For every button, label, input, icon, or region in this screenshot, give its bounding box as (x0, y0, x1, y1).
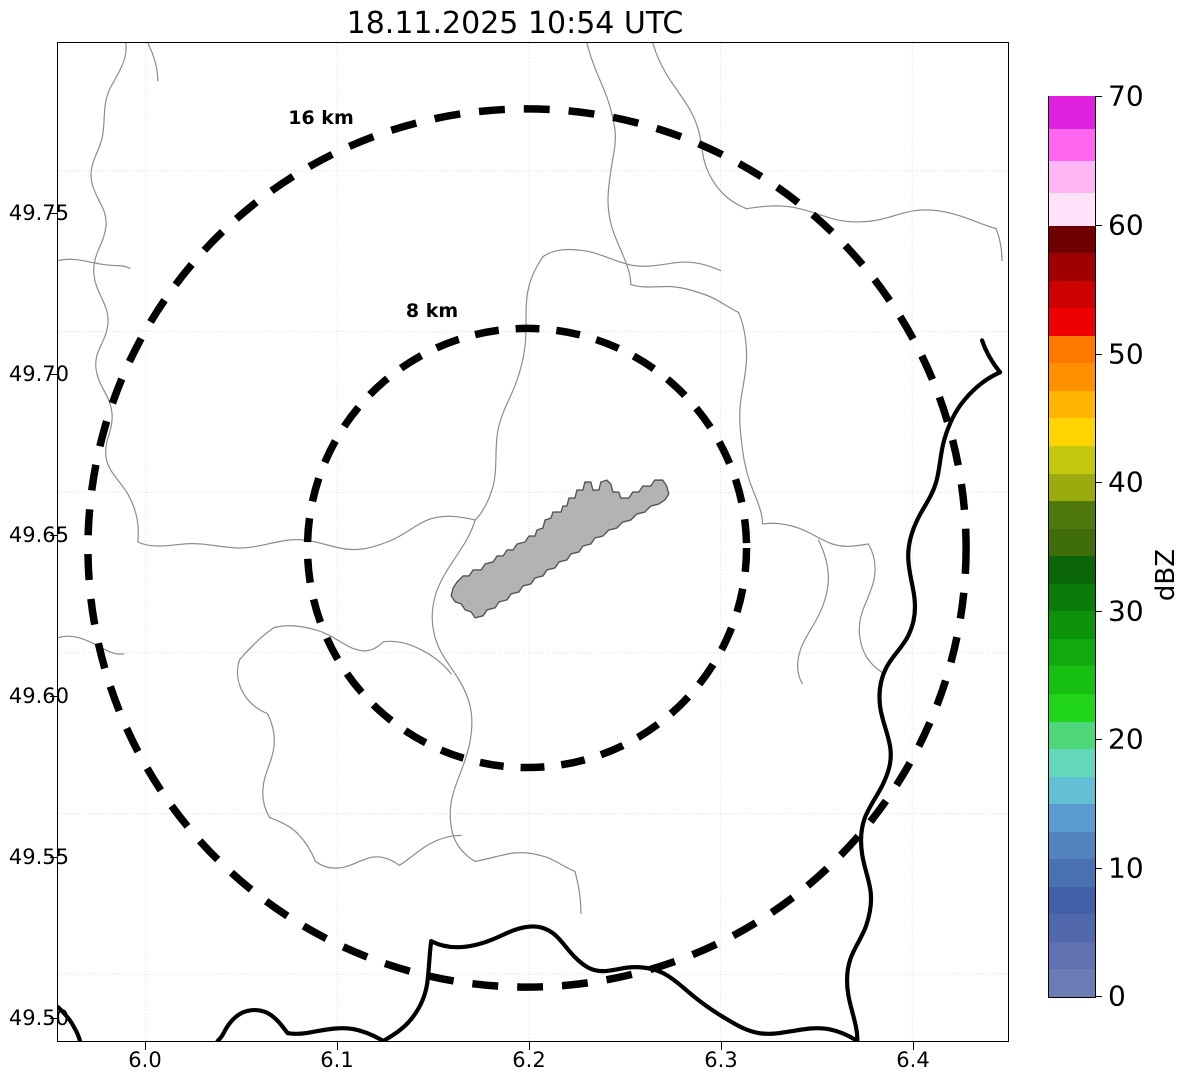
ytick-mark-49-75 (50, 213, 58, 215)
colorbar-tick-mark-70 (1095, 96, 1102, 98)
colorbar-band (1049, 831, 1095, 860)
colorbar-band (1049, 638, 1095, 667)
colorbar-band (1049, 886, 1095, 915)
colorbar-tick-label-10: 10 (1108, 851, 1144, 885)
colorbar-band (1049, 307, 1095, 336)
colorbar-band (1049, 160, 1095, 194)
colorbar-tick-label-30: 30 (1108, 594, 1144, 628)
ytick-label-49-60: 49.60 (8, 684, 69, 708)
colorbar-band (1049, 500, 1095, 529)
colorbar-band (1049, 665, 1095, 694)
colorbar-band (1049, 362, 1095, 391)
colorbar-band (1049, 610, 1095, 639)
colorbar-band (1049, 803, 1095, 832)
xtick-label-6-0: 6.0 (128, 1048, 162, 1072)
colorbar-tick-label-0: 0 (1108, 979, 1126, 1013)
xtick-label-6-2: 6.2 (512, 1048, 546, 1072)
colorbar-band (1049, 583, 1095, 612)
national-border (58, 338, 1003, 1041)
colorbar-tick-label-50: 50 (1108, 337, 1144, 371)
colorbar-band (1049, 252, 1095, 281)
ytick-mark-49-65 (50, 535, 58, 537)
colorbar-tick-label-60: 60 (1108, 208, 1144, 242)
colorbar-tick-mark-0 (1095, 996, 1102, 998)
colorbar-tick-label-40: 40 (1108, 465, 1144, 499)
colorbar-tick-mark-10 (1095, 868, 1102, 870)
xtick-label-6-4: 6.4 (896, 1048, 930, 1072)
ytick-label-49-70: 49.70 (8, 362, 69, 386)
colorbar-band (1049, 445, 1095, 474)
colorbar-tick-mark-30 (1095, 611, 1102, 613)
colorbar-band (1049, 280, 1095, 309)
xtick-mark-6-1 (337, 1042, 339, 1050)
colorbar-tick-mark-40 (1095, 482, 1102, 484)
colorbar-band (1049, 96, 1095, 130)
city-polygon (450, 479, 670, 619)
range-ring-label-8km: 8 km (405, 300, 459, 322)
map-plot-area[interactable]: 16 km 8 km (57, 42, 1009, 1042)
range-ring-16km (84, 105, 970, 991)
colorbar-band (1049, 693, 1095, 722)
colorbar-tick-label-20: 20 (1108, 722, 1144, 756)
colorbar-tick-mark-50 (1095, 354, 1102, 356)
colorbar-band (1049, 528, 1095, 557)
colorbar-band (1049, 748, 1095, 777)
ytick-mark-49-50 (50, 1018, 58, 1020)
xtick-mark-6-4 (913, 1042, 915, 1050)
colorbar-band (1049, 417, 1095, 446)
colorbar-band (1049, 555, 1095, 584)
colorbar-band (1049, 913, 1095, 942)
colorbar-band (1049, 128, 1095, 162)
colorbar-band (1049, 472, 1095, 502)
ytick-label-49-75: 49.75 (8, 201, 69, 225)
xtick-mark-6-2 (529, 1042, 531, 1050)
ytick-mark-49-60 (50, 696, 58, 698)
ytick-label-49-55: 49.55 (8, 845, 69, 869)
colorbar[interactable] (1048, 96, 1096, 998)
commune-boundaries (58, 43, 1003, 914)
colorbar-tick-mark-20 (1095, 739, 1102, 741)
xtick-mark-6-0 (145, 1042, 147, 1050)
colorbar-band (1049, 192, 1095, 226)
colorbar-band (1049, 335, 1095, 364)
xtick-label-6-1: 6.1 (320, 1048, 354, 1072)
ytick-label-49-65: 49.65 (8, 523, 69, 547)
colorbar-band (1049, 968, 1095, 997)
colorbar-band (1049, 941, 1095, 970)
page-title: 18.11.2025 10:54 UTC (346, 6, 684, 41)
ytick-label-49-50: 49.50 (8, 1006, 69, 1030)
colorbar-band (1049, 776, 1095, 805)
ytick-mark-49-70 (50, 374, 58, 376)
range-ring-label-16km: 16 km (288, 107, 354, 129)
colorbar-band (1049, 720, 1095, 750)
xtick-mark-6-3 (721, 1042, 723, 1050)
map-svg (58, 43, 1008, 1041)
colorbar-band (1049, 858, 1095, 887)
colorbar-tick-label-70: 70 (1108, 79, 1144, 113)
colorbar-band (1049, 224, 1095, 254)
colorbar-tick-mark-60 (1095, 225, 1102, 227)
ytick-mark-49-55 (50, 857, 58, 859)
xtick-label-6-3: 6.3 (704, 1048, 738, 1072)
colorbar-band (1049, 390, 1095, 419)
colorbar-axis-label: dBZ (1151, 548, 1182, 602)
